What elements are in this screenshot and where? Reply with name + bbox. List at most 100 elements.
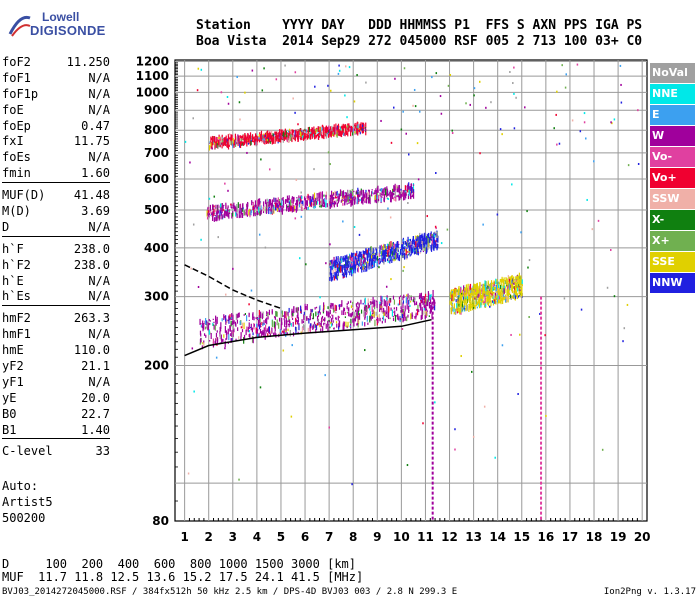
noise-mark — [413, 88, 416, 91]
echo-mark — [287, 201, 289, 204]
echo-mark — [464, 288, 466, 292]
echo-mark — [431, 244, 433, 250]
echo-mark — [302, 135, 305, 141]
echo-mark — [299, 305, 302, 312]
echo-mark — [290, 205, 292, 212]
echo-mark — [315, 128, 317, 134]
echo-mark — [258, 324, 261, 330]
echo-mark — [344, 316, 346, 319]
param-name: yE — [2, 390, 17, 405]
echo-mark — [407, 185, 409, 190]
echo-mark — [223, 137, 225, 143]
echo-mark — [452, 306, 454, 312]
echo-mark — [426, 238, 428, 244]
echo-mark — [489, 300, 491, 303]
echo-mark — [487, 280, 489, 286]
echo-mark — [257, 212, 259, 215]
echo-mark — [470, 303, 473, 306]
noise-mark — [451, 129, 454, 132]
legend-item-nnw: NNW — [650, 273, 695, 293]
echo-mark — [281, 310, 284, 318]
echo-mark — [349, 258, 351, 260]
echo-mark — [268, 133, 270, 139]
echo-mark — [352, 128, 354, 133]
echo-mark — [221, 318, 223, 322]
echo-mark — [414, 241, 416, 248]
echo-mark — [416, 238, 418, 242]
noise-mark — [300, 191, 302, 194]
noise-mark — [325, 262, 327, 265]
echo-mark — [256, 329, 258, 336]
echo-mark — [380, 244, 383, 250]
echo-mark — [278, 131, 280, 139]
noise-mark — [509, 70, 511, 73]
echo-mark — [404, 194, 406, 201]
echo-mark — [433, 238, 435, 246]
echo-mark — [282, 196, 284, 201]
echo-mark — [314, 307, 316, 310]
echo-mark — [493, 297, 495, 304]
echo-mark — [289, 130, 291, 137]
echo-mark — [496, 296, 498, 300]
logo-line1: Lowell — [42, 10, 80, 24]
echo-mark — [346, 325, 348, 329]
echo-mark — [504, 290, 506, 294]
echo-mark — [400, 191, 402, 199]
echo-mark — [412, 194, 414, 197]
echo-mark — [483, 283, 486, 285]
echo-mark — [316, 323, 319, 326]
echo-mark — [431, 313, 433, 319]
echo-mark — [310, 134, 312, 137]
echo-mark — [433, 233, 435, 235]
echo-mark — [461, 293, 463, 295]
echo-mark — [408, 243, 410, 246]
echo-mark — [277, 197, 279, 204]
echo-mark — [416, 252, 418, 255]
echo-mark — [519, 276, 521, 279]
echo-mark — [305, 306, 307, 310]
echo-mark — [335, 256, 337, 263]
echo-mark — [473, 296, 475, 299]
echo-mark — [347, 196, 349, 203]
noise-mark — [300, 215, 303, 218]
legend-item-x: X- — [650, 210, 695, 230]
noise-mark — [479, 152, 481, 155]
param-name: hmE — [2, 343, 24, 358]
echo-mark — [402, 308, 405, 313]
noise-mark — [626, 303, 629, 306]
echo-mark — [450, 307, 452, 315]
echo-mark — [456, 303, 458, 308]
echo-mark — [343, 309, 345, 316]
echo-mark — [222, 338, 224, 342]
echo-mark — [334, 304, 336, 311]
echo-mark — [397, 252, 399, 258]
echo-mark — [402, 244, 404, 250]
echo-mark — [352, 308, 354, 311]
noise-mark — [539, 312, 541, 315]
echo-mark — [344, 257, 346, 262]
echo-mark — [212, 214, 214, 221]
echo-mark — [269, 139, 272, 141]
echo-mark — [386, 197, 388, 199]
echo-mark — [366, 315, 368, 322]
echo-mark — [292, 138, 294, 140]
echo-mark — [291, 311, 293, 316]
noise-mark — [196, 89, 199, 92]
echo-mark — [419, 302, 421, 307]
echo-mark — [339, 189, 342, 197]
echo-mark — [338, 261, 340, 268]
noise-mark — [292, 97, 294, 100]
echo-mark — [421, 240, 423, 245]
echo-mark — [367, 249, 369, 254]
echo-mark — [510, 281, 512, 285]
echo-mark — [403, 254, 405, 259]
noise-mark — [342, 220, 344, 223]
echo-mark — [479, 302, 481, 309]
echo-mark — [317, 126, 319, 132]
param-name: fmin — [2, 166, 31, 181]
echo-mark — [392, 188, 394, 194]
echo-mark — [420, 298, 422, 302]
echo-mark — [215, 141, 217, 148]
param-separator — [2, 182, 110, 184]
echo-mark — [217, 210, 220, 213]
